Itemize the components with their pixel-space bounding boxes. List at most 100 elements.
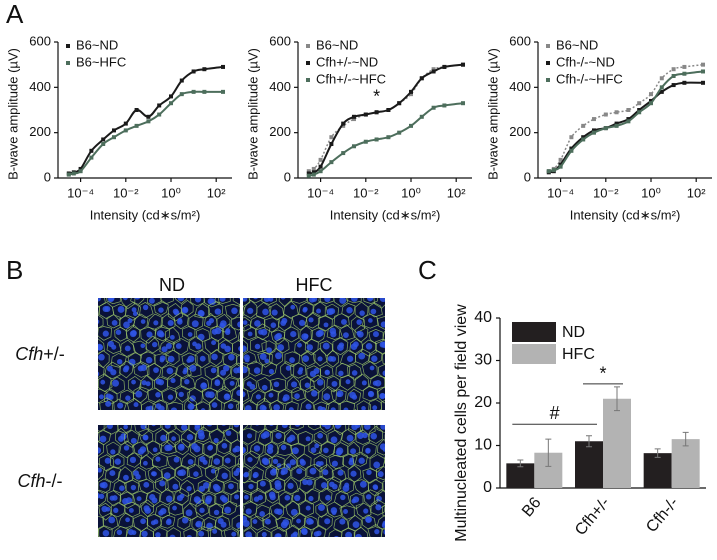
nucleus: [177, 298, 185, 302]
cell-outline: [363, 489, 379, 508]
cell-outline: [243, 378, 244, 388]
cell-outline: [341, 428, 356, 445]
nucleus: [292, 531, 298, 537]
x-tick-label: 10²: [207, 185, 226, 200]
data-point: [169, 94, 174, 99]
data-point: [341, 121, 346, 126]
cell-outline: [325, 401, 342, 410]
nucleus: [98, 371, 100, 377]
cell-outline: [283, 476, 299, 495]
nucleus: [340, 494, 346, 501]
nucleus: [305, 436, 311, 442]
nucleus: [274, 483, 282, 491]
data-point: [409, 123, 414, 128]
cell-outline: [275, 337, 290, 354]
data-point: [329, 135, 334, 140]
nucleus: [386, 377, 392, 383]
nucleus: [85, 404, 91, 410]
nucleus: [324, 418, 330, 424]
cell-outline: [117, 466, 133, 484]
nucleus: [342, 485, 350, 492]
cell-outline: [355, 429, 371, 445]
cell-outline: [397, 401, 411, 415]
nucleus: [383, 282, 389, 288]
data-point: [179, 92, 184, 97]
nucleus: [84, 460, 90, 466]
nucleus: [140, 343, 146, 349]
cell-outline: [98, 515, 105, 530]
nucleus: [309, 467, 317, 475]
cell-outline: [340, 374, 355, 391]
data-point: [101, 142, 106, 146]
nucleus: [331, 483, 338, 490]
cell-outline: [396, 501, 411, 517]
nucleus: [112, 379, 120, 387]
nucleus: [392, 421, 398, 427]
nucleus: [330, 436, 338, 444]
nucleus: [374, 379, 382, 387]
cell-outline: [111, 398, 127, 410]
cell-outline: [243, 505, 245, 514]
cell-outline: [243, 513, 252, 531]
nucleus: [158, 405, 165, 410]
cell-outline: [319, 463, 335, 480]
cell-outline: [326, 501, 343, 518]
cell-outline: [210, 325, 225, 342]
nucleus: [245, 284, 251, 290]
nucleus: [217, 518, 224, 525]
data-point: [311, 166, 316, 171]
x-tick-label: B6: [519, 494, 545, 520]
cell-outline: [161, 466, 176, 481]
legend-swatch: [512, 322, 556, 342]
cell-outline: [243, 427, 257, 445]
cell-outline: [361, 442, 377, 459]
cell-outline: [398, 457, 412, 470]
nucleus: [317, 329, 324, 337]
nucleus: [290, 381, 298, 388]
nucleus: [114, 458, 121, 465]
nucleus: [124, 345, 131, 352]
nucleus: [78, 544, 84, 550]
cell-outline: [243, 376, 257, 393]
nucleus: [209, 298, 216, 305]
nucleus: [239, 412, 246, 419]
nucleus: [388, 483, 394, 489]
nucleus: [98, 298, 102, 302]
cell-outline: [141, 400, 157, 410]
nucleus: [194, 298, 202, 303]
data-point: [649, 92, 654, 97]
nucleus: [157, 379, 165, 386]
nucleus: [354, 543, 360, 549]
nucleus: [367, 391, 375, 398]
nucleus: [235, 544, 240, 549]
cell-outline: [346, 388, 362, 405]
nucleus: [230, 412, 236, 418]
legend-label: B6~ND: [76, 37, 118, 52]
nucleus: [199, 285, 204, 290]
data-point: [409, 89, 414, 94]
cell-outline: [77, 540, 91, 554]
nucleus: [78, 447, 84, 453]
cell-outline: [304, 311, 321, 329]
data-point: [134, 123, 139, 128]
nucleus: [400, 484, 406, 490]
cell-outline: [83, 502, 97, 519]
cell-outline: [261, 298, 277, 305]
nucleus: [334, 535, 339, 537]
cell-outline: [98, 326, 112, 341]
micrograph: [85, 284, 251, 410]
nucleus: [402, 460, 408, 466]
error-bar: [517, 459, 524, 468]
cell-outline: [113, 409, 115, 410]
nucleus: [316, 530, 322, 537]
cell-outline: [214, 491, 229, 506]
cell-outline: [349, 338, 363, 356]
nucleus: [197, 429, 205, 437]
nucleus: [158, 510, 164, 516]
cell-outline: [187, 463, 203, 480]
cell-outline: [243, 399, 258, 410]
nucleus: [234, 494, 240, 500]
cell-outline: [243, 339, 248, 355]
nucleus: [391, 436, 396, 441]
nucleus: [167, 319, 174, 327]
